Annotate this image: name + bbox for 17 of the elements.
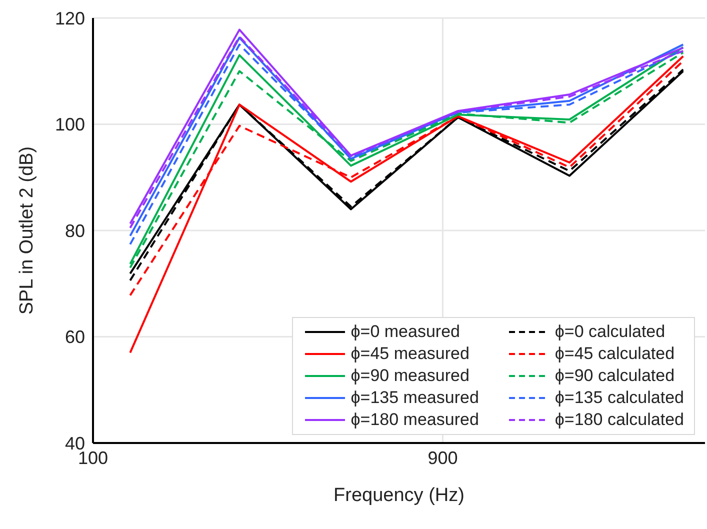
y-tick-label: 120 [54, 8, 85, 28]
legend-label: ϕ=90 measured [350, 366, 470, 386]
legend-label: ϕ=90 calculated [554, 366, 675, 386]
y-axis-title: SPL in Outlet 2 (dB) [16, 146, 38, 315]
y-tick-label: 60 [64, 327, 85, 348]
legend-label: ϕ=180 measured [350, 410, 479, 430]
legend-label: ϕ=180 calculated [554, 410, 684, 430]
y-tick-label: 80 [64, 220, 85, 241]
x-axis-title: Frequency (Hz) [334, 485, 464, 506]
x-tick-label: 900 [428, 448, 458, 468]
legend-label: ϕ=135 measured [350, 388, 479, 408]
legend-label: ϕ=0 calculated [554, 322, 666, 342]
legend-label: ϕ=45 measured [350, 344, 470, 364]
legend-label: ϕ=45 calculated [554, 344, 675, 364]
legend-label: ϕ=0 measured [350, 322, 460, 342]
y-tick-label: 100 [54, 114, 85, 135]
legend-label: ϕ=135 calculated [554, 388, 684, 408]
